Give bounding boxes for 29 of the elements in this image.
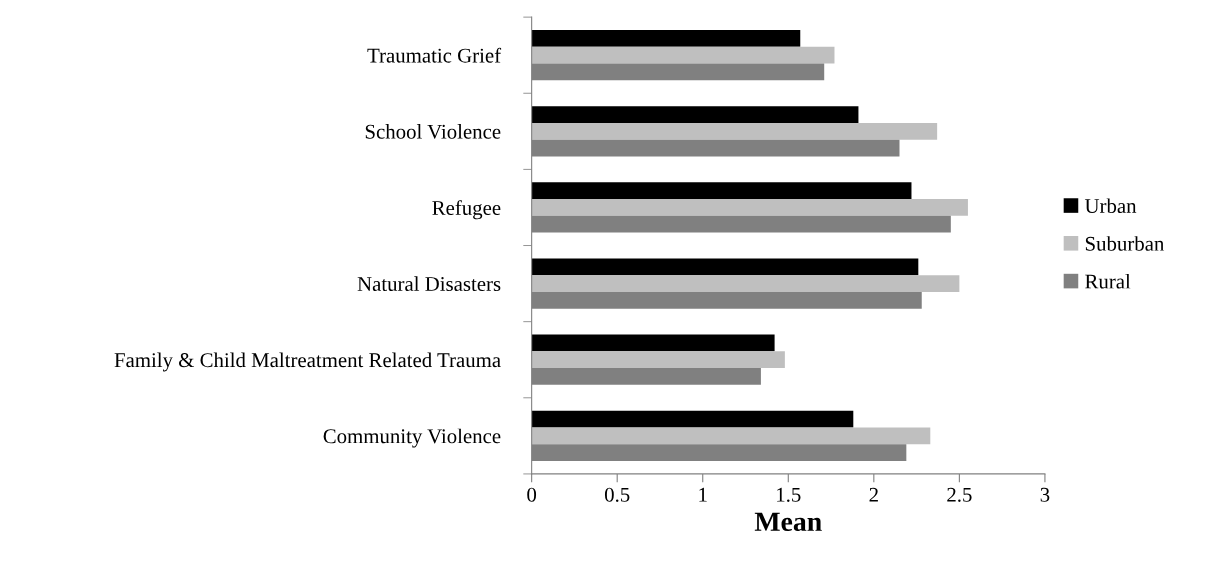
bar [531, 351, 785, 369]
bar [531, 106, 859, 123]
bar [531, 410, 854, 428]
x-tick-label: 3 [1040, 487, 1050, 502]
bar [531, 258, 919, 276]
legend-label: Suburban [1085, 236, 1165, 251]
bar [531, 182, 912, 200]
x-tick-label: 0 [527, 487, 537, 502]
x-axis-title: Mean [754, 512, 822, 532]
bar [531, 122, 938, 140]
x-tick-label: 1.5 [777, 487, 801, 502]
y-tick-label: Community Violence [323, 428, 501, 448]
y-tick-label: Traumatic Grief [367, 47, 502, 63]
bar [531, 427, 931, 445]
legend-label: Rural [1085, 273, 1131, 289]
bar [531, 199, 968, 216]
y-tick-label: Refugee [432, 200, 501, 220]
x-tick-label: 0.5 [604, 487, 630, 502]
bar [531, 334, 775, 352]
x-tick-label: 2 [869, 487, 878, 502]
x-tick-label: 1 [699, 487, 707, 502]
y-tick-label: School Violence [365, 124, 501, 139]
legend-label: Urban [1084, 198, 1137, 214]
bar [531, 46, 835, 64]
y-tick-label: Family & Child Maltreatment Related Trauma [114, 352, 501, 372]
y-tick-label: Natural Disasters [357, 276, 501, 292]
x-tick-label: 2.5 [947, 487, 972, 502]
bar [531, 275, 960, 292]
bar [531, 30, 801, 47]
